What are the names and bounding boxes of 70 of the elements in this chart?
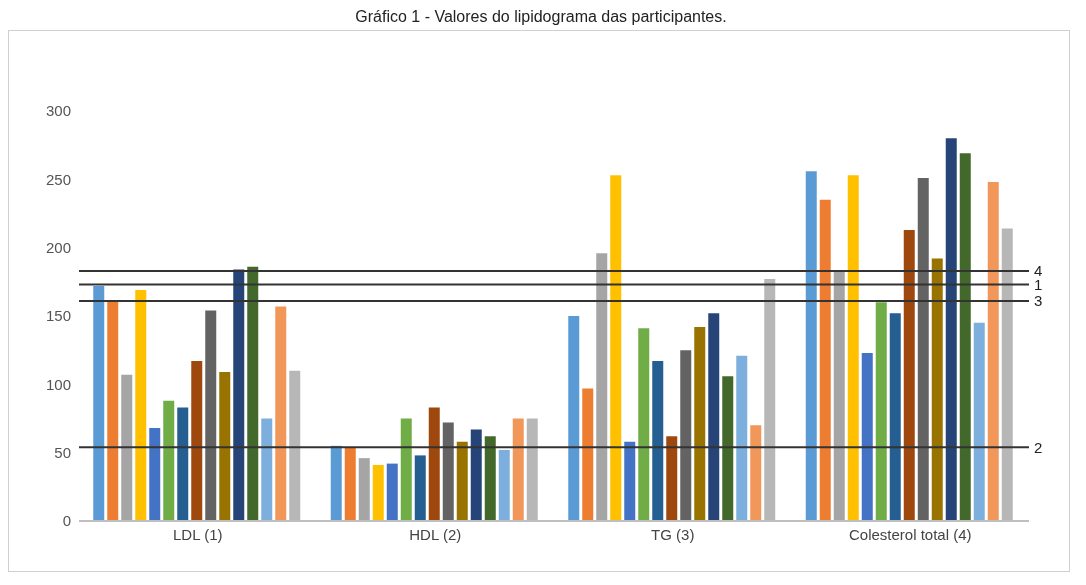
bar — [722, 376, 734, 521]
bar — [428, 407, 440, 521]
bar — [694, 326, 706, 521]
bar — [889, 313, 901, 521]
bar — [666, 436, 678, 521]
bar — [652, 361, 664, 521]
bar — [233, 269, 245, 521]
bar — [680, 350, 692, 521]
bar — [987, 182, 999, 521]
bar — [247, 266, 259, 521]
text: 2 — [1034, 438, 1043, 456]
bar — [163, 400, 175, 521]
bar — [568, 316, 580, 521]
bar — [903, 229, 915, 521]
bar — [931, 258, 943, 521]
bar — [861, 352, 873, 521]
bar — [484, 436, 496, 521]
bar — [414, 455, 426, 521]
bar — [372, 464, 384, 521]
bar — [358, 458, 370, 521]
bar — [945, 138, 957, 521]
bar — [805, 171, 817, 521]
x-tick-label: TG (3) — [651, 525, 695, 543]
bar — [149, 428, 161, 521]
bar — [750, 425, 762, 521]
y-tick-label: 250 — [45, 170, 71, 188]
y-tick-label: 100 — [45, 375, 71, 393]
bar — [875, 302, 887, 521]
bar — [959, 153, 971, 521]
bar — [833, 270, 845, 521]
bar — [596, 253, 608, 521]
bar — [610, 175, 622, 521]
bar — [638, 328, 650, 521]
bar — [93, 285, 105, 521]
x-tick-label: HDL (2) — [409, 525, 462, 543]
bar — [470, 429, 482, 521]
y-tick-label: 300 — [45, 102, 71, 120]
chart-title: Gráfico 1 - Valores do lipidograma das participantes. — [354, 8, 728, 26]
bar — [498, 449, 510, 521]
bar — [973, 322, 985, 521]
x-tick-label: LDL (1) — [173, 525, 223, 543]
bar — [135, 290, 147, 521]
bar — [191, 361, 203, 521]
bar — [582, 388, 594, 521]
bar — [205, 310, 217, 521]
bar — [275, 306, 287, 521]
y-tick-label: 200 — [45, 238, 71, 256]
bar — [624, 441, 636, 521]
bar — [177, 407, 189, 521]
bar — [107, 300, 119, 521]
bar — [847, 175, 859, 521]
bar — [917, 177, 929, 521]
x-tick-label: Colesterol total (4) — [848, 525, 972, 543]
bar — [261, 418, 273, 521]
bar — [121, 374, 133, 521]
bar — [456, 441, 468, 521]
bar — [819, 199, 831, 521]
y-tick-label: 50 — [54, 443, 71, 461]
y-tick-label: 0 — [62, 512, 71, 530]
bar — [400, 418, 412, 521]
bar — [512, 418, 524, 521]
bar — [386, 463, 398, 521]
bar — [219, 372, 231, 521]
bar — [736, 355, 748, 521]
bar — [344, 447, 356, 521]
y-tick-label: 150 — [45, 307, 71, 325]
bar — [442, 422, 454, 521]
bar — [330, 445, 342, 521]
text: 3 — [1034, 292, 1043, 310]
bar — [708, 313, 720, 521]
